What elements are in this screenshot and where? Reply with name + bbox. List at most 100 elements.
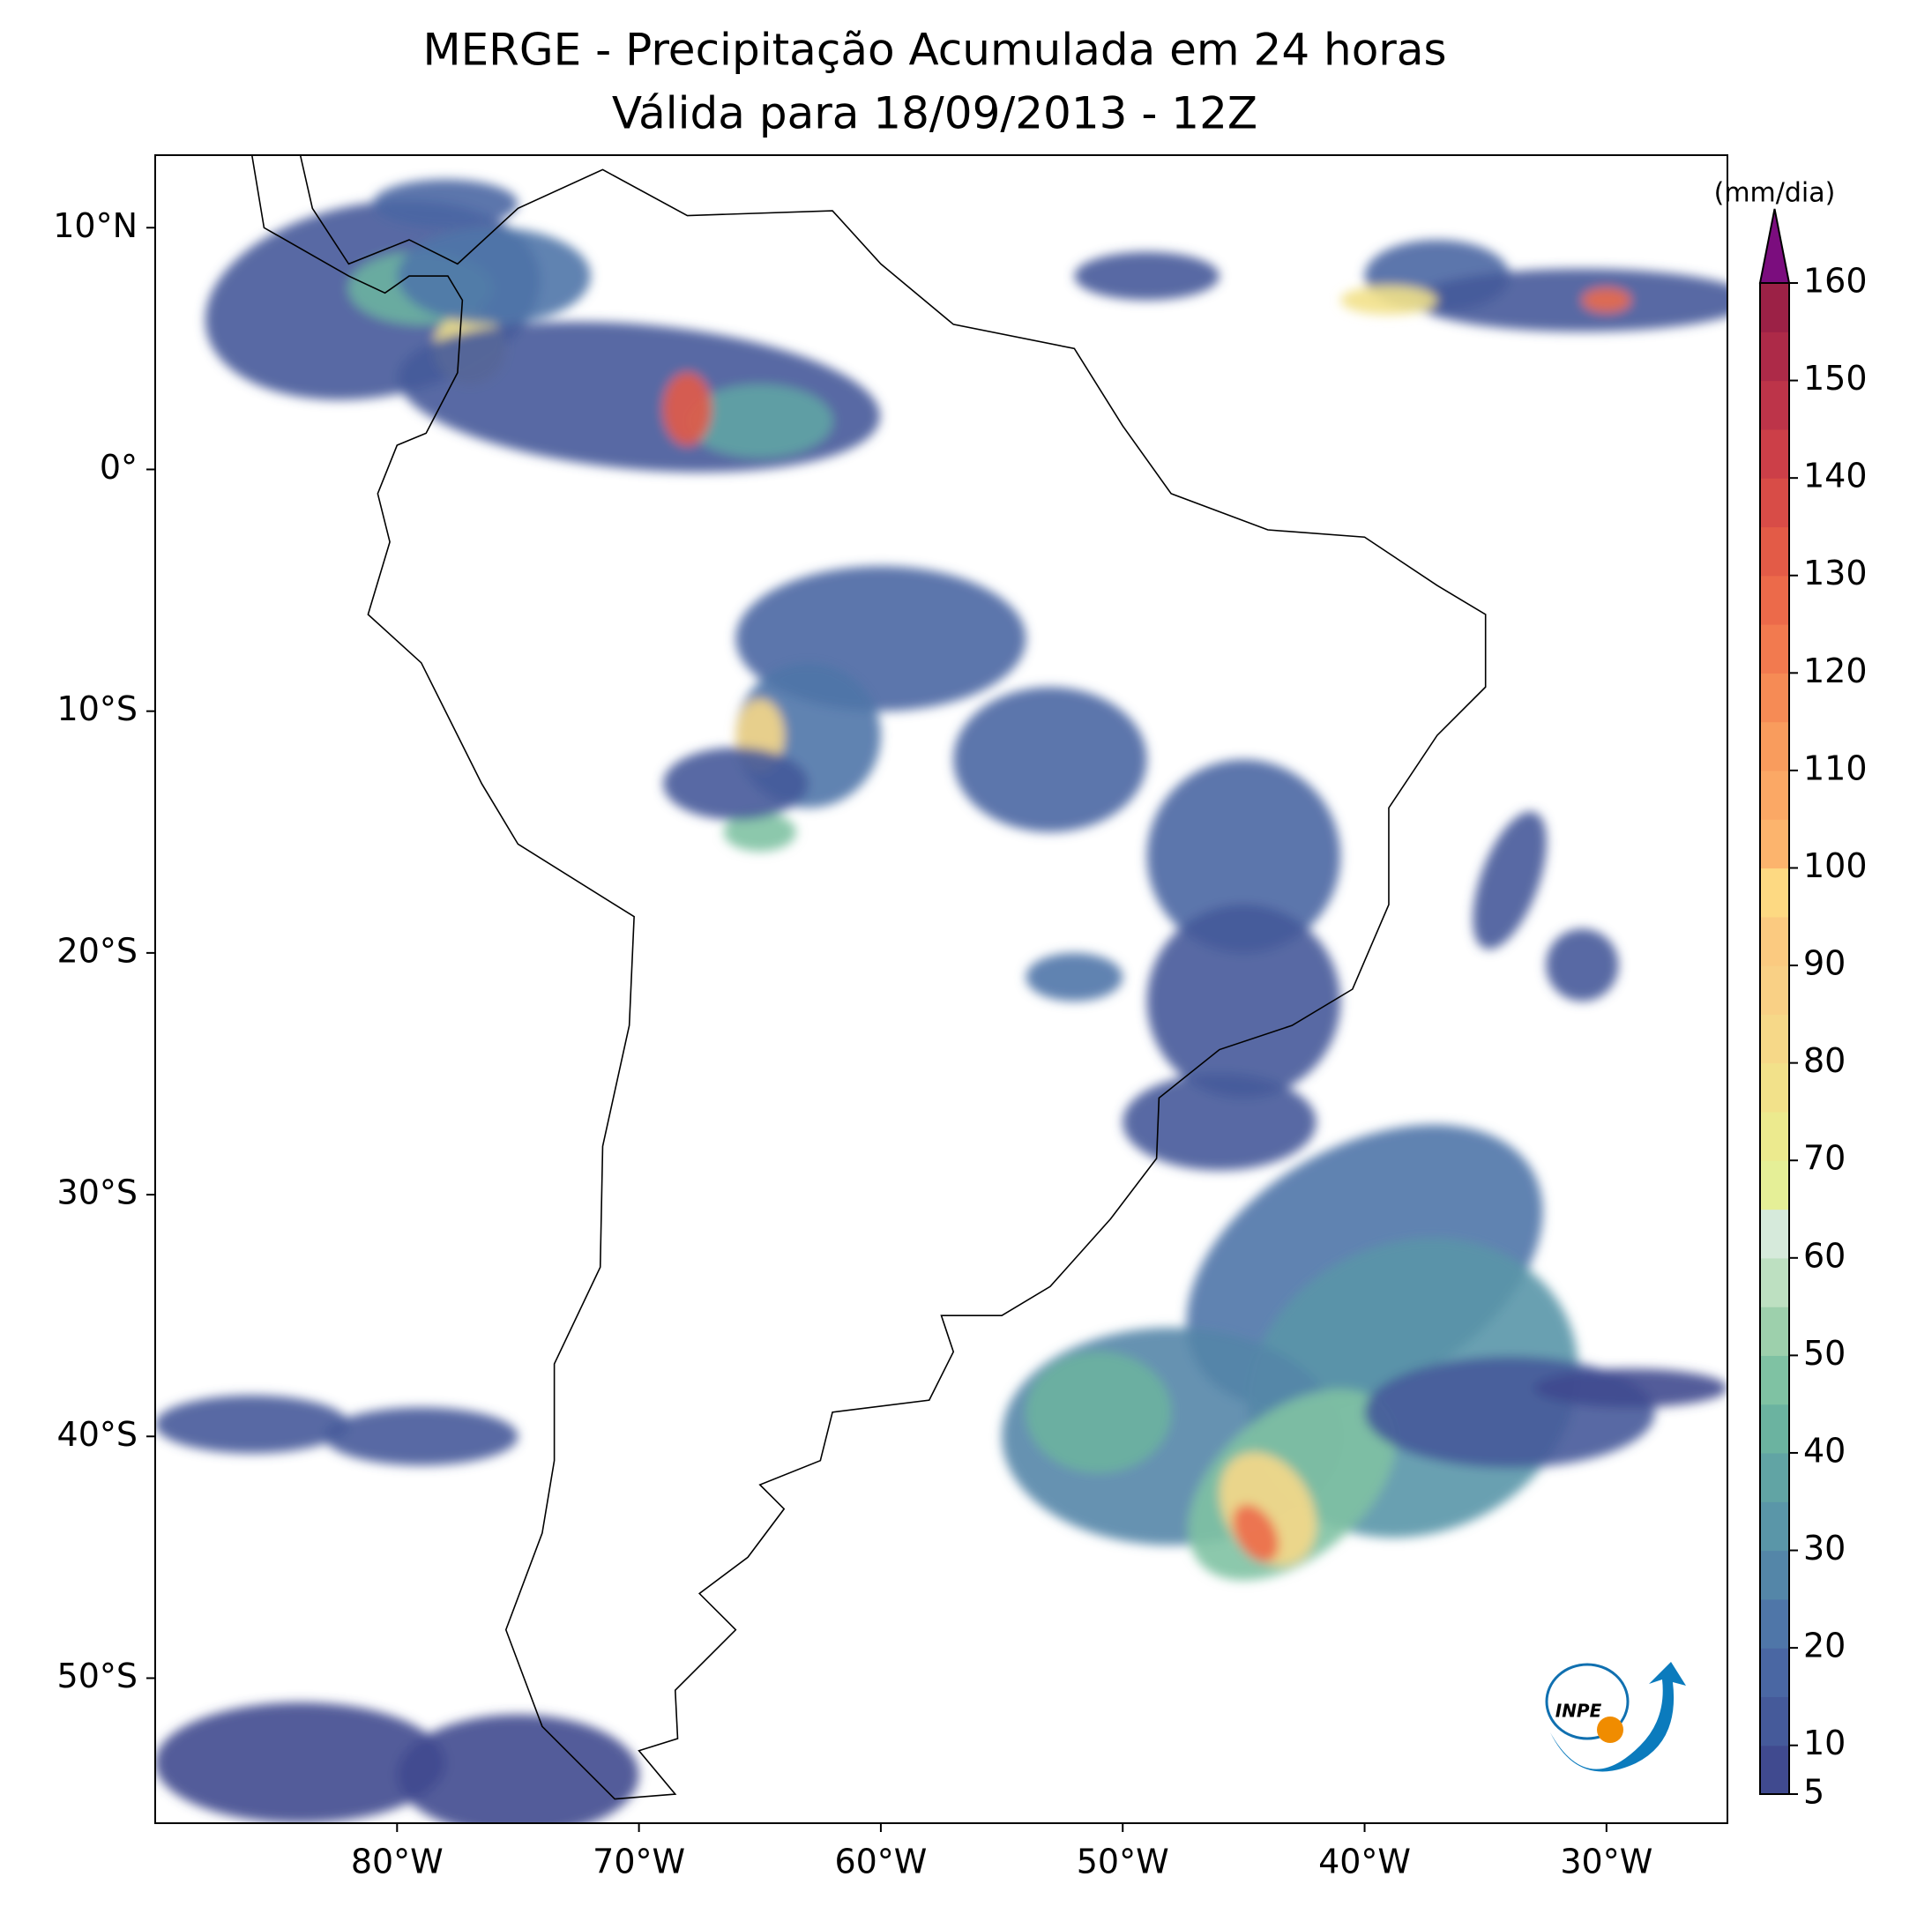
colorbar-bin [1760,721,1789,771]
logo-arrow [1550,1662,1686,1772]
precip-area [1146,759,1341,953]
colorbar-bin [1760,965,1789,1015]
colorbar-bin [1760,1257,1789,1307]
y-tick-label: 10°S [57,689,138,728]
colorbar-tick-label: 80 [1803,1041,1846,1080]
colorbar-bin [1760,1355,1789,1405]
colorbar-bin [1760,428,1789,479]
colorbar-bin [1760,1598,1789,1649]
precip-area [1546,928,1619,1002]
precip-area [1473,811,1547,950]
chart-title: MERGE - Precipitação Acumulada em 24 hor… [422,25,1446,76]
colorbar-tick-label: 140 [1803,457,1868,495]
colorbar-bin [1760,1404,1789,1454]
colorbar-tick-label: 40 [1803,1431,1846,1470]
colorbar-tick-label: 60 [1803,1236,1846,1275]
y-tick-label: 40°S [57,1415,138,1454]
precip-area [723,812,796,852]
precip-area [1026,952,1123,1002]
precip-area [953,687,1147,832]
colorbar-frame [1759,282,1790,1795]
colorbar-tick-label: 50 [1803,1334,1846,1373]
colorbar-bin [1760,1648,1789,1698]
precip-area [1123,1073,1317,1171]
x-tick-label: 80°W [351,1843,444,1881]
precip-field [155,179,1727,1823]
precip-area [1146,905,1341,1099]
colorbar-tick-label: 20 [1803,1627,1846,1665]
precip-area [372,179,518,228]
colorbar-bin [1760,526,1789,577]
logo-dot [1597,1717,1623,1743]
chart-subtitle: Válida para 18/09/2013 - 12Z [612,88,1257,139]
colorbar-bin [1760,331,1789,382]
colorbar-tick-label: 120 [1803,652,1868,690]
precip-area [1026,1352,1172,1473]
colorbar-label: (mm/dia) [1714,178,1836,209]
colorbar-bin [1760,1307,1789,1356]
y-tick-label: 20°S [57,931,138,970]
colorbar-tick-label: 10 [1803,1724,1846,1762]
colorbar-bin [1760,283,1789,332]
precip-area [155,1702,446,1823]
coastline [250,155,1487,1800]
x-tick-label: 70°W [593,1843,685,1881]
logo-text: INPE [1555,1701,1602,1722]
x-tick-label: 30°W [1560,1843,1652,1881]
precip-area [1340,286,1437,315]
y-tick-label: 0° [100,448,138,487]
logo-ring [1545,1663,1630,1740]
colorbar-tick-label: 5 [1803,1773,1824,1812]
colorbar-tick-label: 110 [1803,748,1868,787]
map-frame [154,154,1728,1824]
colorbar-tick-label: 130 [1803,554,1868,592]
colorbar-tick-label: 30 [1803,1529,1846,1568]
colorbar-bin [1760,624,1789,674]
precip-area [1233,1504,1279,1562]
colorbar-bin [1760,1696,1789,1746]
y-tick-label: 10°N [53,206,138,245]
colorbar-bin [1760,1062,1789,1113]
colorbar-bin [1760,1550,1789,1600]
colorbar-bin [1760,1160,1789,1210]
colorbar-tick-label: 100 [1803,846,1868,885]
colorbar-extend [1758,208,1791,284]
y-tick-label: 30°S [57,1173,138,1212]
colorbar-bin [1760,1745,1789,1795]
precip-area [663,372,712,446]
colorbar-bin [1760,478,1789,528]
colorbar-bin [1760,1452,1789,1502]
x-tick-label: 40°W [1318,1843,1411,1881]
precip-area [687,384,833,458]
x-tick-label: 60°W [834,1843,927,1881]
precip-area [1074,251,1220,301]
precip-area [1582,287,1631,313]
precip-area [397,1714,639,1823]
colorbar-tick-label: 150 [1803,359,1868,398]
colorbar-tick-label: 70 [1803,1139,1846,1178]
colorbar-bin [1760,1111,1789,1161]
colorbar-tick-label: 90 [1803,944,1846,983]
colorbar-tick-label: 160 [1803,262,1868,301]
colorbar-bin [1760,1014,1789,1064]
colorbar-bin [1760,1501,1789,1552]
colorbar-bin [1760,916,1789,966]
precip-area [1413,268,1727,332]
colorbar-bin [1760,770,1789,820]
precip-area [1533,1368,1727,1408]
precip-area [324,1407,518,1466]
colorbar-bin [1760,819,1789,869]
colorbar-bin [1760,1209,1789,1259]
colorbar-bin [1760,868,1789,918]
colorbar-bin [1760,380,1789,430]
colorbar-bin [1760,575,1789,625]
precip-area [397,227,591,324]
colorbar: 5 10 20 30 40 50 60 70 80 90 100 110 120 130 140 150 160… [1714,178,1868,1812]
y-tick-label: 50°S [57,1657,138,1695]
x-tick-label: 50°W [1077,1843,1169,1881]
precip-area [155,1395,349,1454]
logo: INPE [1545,1662,1686,1772]
colorbar-bin [1760,673,1789,723]
